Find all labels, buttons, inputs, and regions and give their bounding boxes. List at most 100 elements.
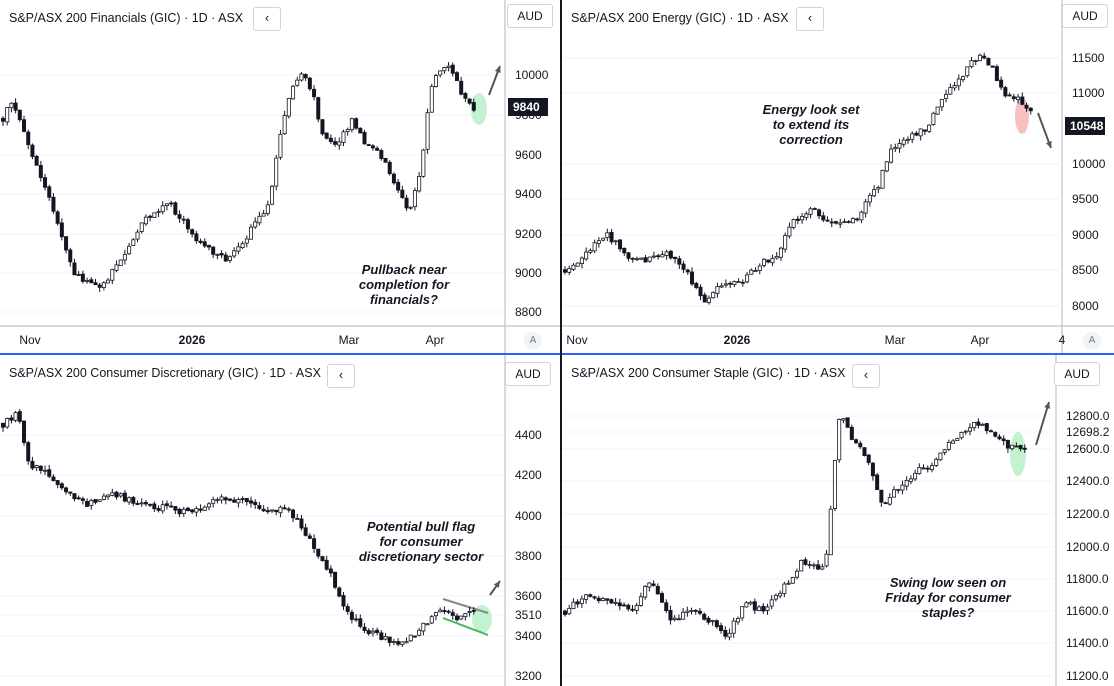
candle-down — [223, 254, 228, 262]
candle — [673, 256, 678, 264]
candle — [714, 619, 719, 629]
candle — [1028, 107, 1033, 115]
last-price-label: 9840 — [513, 100, 540, 114]
candle — [592, 595, 597, 600]
candle — [370, 627, 375, 637]
candle — [5, 107, 10, 126]
collapse-button[interactable]: ‹ — [327, 364, 355, 388]
candle — [299, 72, 304, 82]
candle — [396, 178, 401, 194]
candle-up — [790, 576, 795, 584]
candle-up — [913, 472, 918, 480]
candle-down — [303, 527, 308, 536]
panel-divider-horizontal[interactable] — [0, 353, 1114, 355]
candle — [118, 492, 123, 499]
candle-up — [295, 79, 300, 86]
candle — [702, 292, 707, 303]
candle — [651, 251, 656, 259]
currency-label[interactable]: AUD — [1054, 362, 1100, 386]
candle — [870, 462, 875, 481]
candle — [80, 270, 85, 284]
candle — [341, 129, 346, 147]
candle — [1007, 92, 1012, 97]
candle-up — [977, 54, 982, 62]
candle — [917, 463, 922, 475]
candle — [337, 586, 342, 598]
collapse-button[interactable]: ‹ — [852, 364, 880, 388]
candle-down — [821, 215, 826, 221]
candle — [588, 593, 593, 598]
collapse-button[interactable]: ‹ — [796, 7, 824, 31]
currency-label[interactable]: AUD — [505, 362, 551, 386]
candle-down — [914, 132, 919, 136]
candle — [817, 208, 822, 219]
candle-down — [227, 498, 232, 501]
candle — [26, 441, 31, 465]
candle-up — [131, 239, 136, 246]
candle — [13, 410, 18, 423]
candle — [592, 239, 597, 254]
candle — [442, 66, 447, 74]
candle-down — [362, 131, 367, 145]
candle — [265, 506, 270, 515]
candle — [681, 260, 686, 274]
candle — [735, 616, 740, 625]
candle-down — [575, 601, 580, 605]
panel-divider-vertical[interactable] — [560, 0, 562, 686]
candle-up — [89, 499, 94, 506]
candle — [383, 157, 388, 163]
candle — [164, 203, 169, 211]
candle-up — [592, 242, 597, 252]
candle — [799, 559, 804, 572]
candle — [127, 242, 132, 255]
candle-down — [22, 119, 27, 132]
candle — [982, 52, 987, 60]
candle — [438, 607, 443, 613]
candle-down — [849, 426, 854, 440]
candle — [955, 437, 960, 442]
candle-down — [993, 432, 998, 437]
currency-label[interactable]: AUD — [507, 4, 553, 28]
candle — [664, 599, 669, 613]
candle-down — [803, 559, 808, 565]
candle-down — [655, 585, 660, 595]
auto-scale-button[interactable]: A — [1083, 332, 1101, 350]
y-tick-label: 3200 — [515, 669, 542, 683]
candle-up — [85, 280, 90, 282]
candle — [681, 607, 686, 620]
candle — [97, 499, 102, 502]
candle-down — [883, 502, 888, 505]
candle — [939, 98, 944, 111]
candle-down — [307, 535, 312, 539]
auto-scale-button[interactable]: A — [524, 332, 542, 350]
candle — [362, 623, 367, 634]
candle-up — [715, 286, 720, 294]
y-tick-label: 11200.0 — [1066, 669, 1109, 683]
chevron-left-icon: ‹ — [863, 367, 869, 382]
candle — [324, 132, 329, 140]
candle-up — [227, 256, 232, 261]
candle — [901, 137, 906, 148]
candle-down — [68, 249, 73, 263]
candle-up — [101, 495, 106, 500]
candle-up — [910, 133, 915, 140]
candle — [668, 249, 673, 260]
candle — [1020, 92, 1025, 106]
candle — [110, 268, 115, 285]
candle-up — [787, 226, 792, 237]
candle — [412, 635, 417, 638]
candle-up — [257, 215, 262, 224]
candle-up — [634, 258, 639, 261]
candle-down — [232, 499, 237, 503]
candle-up — [946, 442, 951, 450]
candle — [829, 217, 834, 228]
candle — [837, 418, 842, 463]
collapse-button[interactable]: ‹ — [253, 7, 281, 31]
candle-down — [51, 196, 56, 212]
candle-down — [89, 279, 94, 284]
y-tick-label: 10000 — [515, 68, 549, 82]
currency-label[interactable]: AUD — [1062, 4, 1108, 28]
candle — [765, 603, 770, 615]
candle-up — [261, 213, 266, 217]
arrow-head-icon — [1045, 141, 1052, 148]
